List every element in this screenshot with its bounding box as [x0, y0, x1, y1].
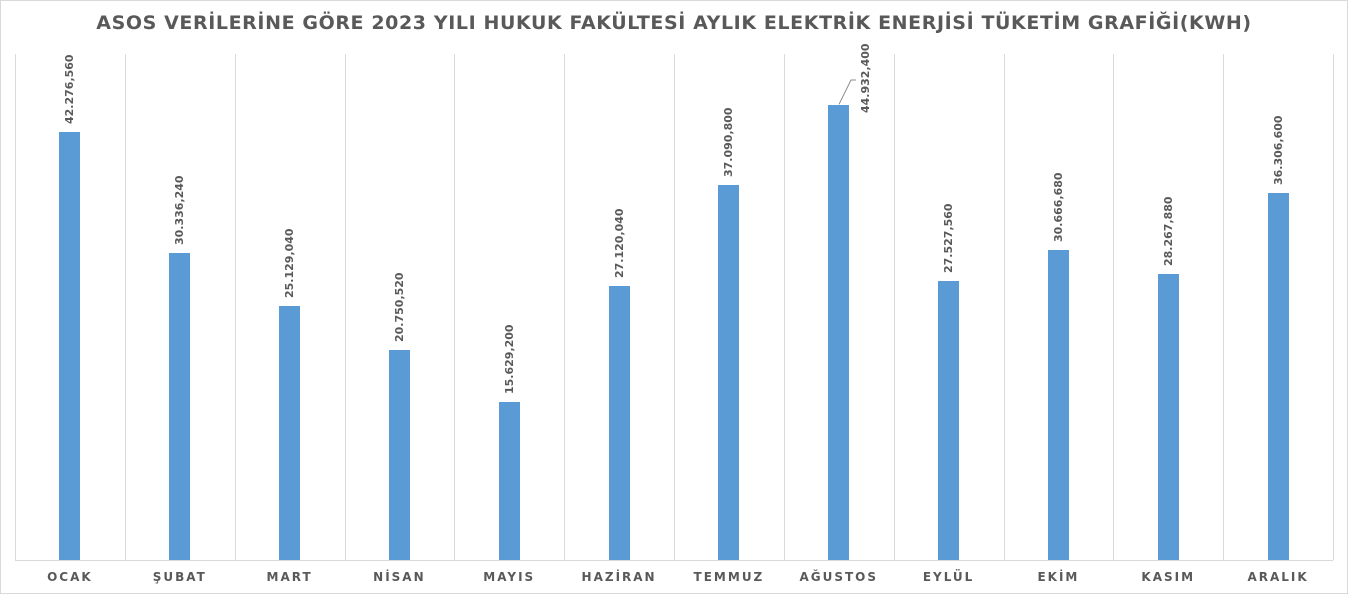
bar-0[interactable] [59, 132, 80, 560]
category-gridline [345, 54, 346, 560]
data-label: 15.629,200 [503, 324, 516, 394]
category-gridline [15, 54, 16, 560]
category-gridline [1113, 54, 1114, 560]
x-axis-label: AĞUSTOS [799, 570, 879, 584]
bar-9[interactable] [1048, 249, 1069, 560]
x-axis-label: MART [266, 570, 313, 584]
category-gridline [564, 54, 565, 560]
category-gridline [894, 54, 895, 560]
bar-7[interactable] [828, 105, 849, 560]
x-axis-label: KASIM [1141, 570, 1196, 584]
category-gridline [1004, 54, 1005, 560]
category-gridline [235, 54, 236, 560]
data-label: 30.336,240 [173, 175, 186, 245]
data-label: 28.267,880 [1162, 196, 1175, 266]
x-axis-label: ŞUBAT [152, 570, 207, 584]
x-axis-label: EKİM [1037, 570, 1080, 584]
x-axis-label: ARALIK [1247, 570, 1309, 584]
plot-area [15, 54, 1334, 561]
bar-11[interactable] [1268, 192, 1289, 560]
data-label: 42.276,560 [63, 54, 76, 125]
data-label: 27.120,040 [613, 207, 626, 278]
data-label: 36.306,600 [1272, 114, 1285, 185]
x-axis-label: MAYIS [483, 570, 536, 584]
bar-4[interactable] [499, 401, 520, 560]
category-gridline [674, 54, 675, 560]
category-gridline [784, 54, 785, 560]
bar-10[interactable] [1158, 273, 1179, 560]
data-label: 30.666,680 [1052, 172, 1065, 242]
data-label: 44.932,400 [859, 43, 872, 113]
bar-1[interactable] [169, 252, 190, 560]
category-gridline [1223, 54, 1224, 560]
data-label: 25.129,040 [283, 228, 296, 298]
category-gridline [1333, 54, 1334, 560]
data-label: 20.750,520 [393, 272, 406, 342]
chart-title: ASOS VERİLERİNE GÖRE 2023 YILI HUKUK FAK… [96, 12, 1252, 34]
category-gridline [454, 54, 455, 560]
x-axis-line [15, 560, 1333, 561]
bar-6[interactable] [718, 184, 739, 560]
bar-8[interactable] [938, 281, 959, 560]
x-axis-label: TEMMUZ [693, 570, 765, 584]
x-axis-label: HAZİRAN [581, 570, 657, 584]
category-gridline [125, 54, 126, 560]
bar-2[interactable] [279, 305, 300, 560]
x-axis-label: NİSAN [373, 570, 426, 584]
data-label: 37.090,800 [722, 107, 735, 177]
bar-3[interactable] [389, 350, 410, 560]
bar-5[interactable] [609, 285, 630, 560]
x-axis-label: EYLÜL [922, 570, 975, 584]
data-label: 27.527,560 [942, 203, 955, 274]
x-axis-label: OCAK [47, 570, 93, 584]
